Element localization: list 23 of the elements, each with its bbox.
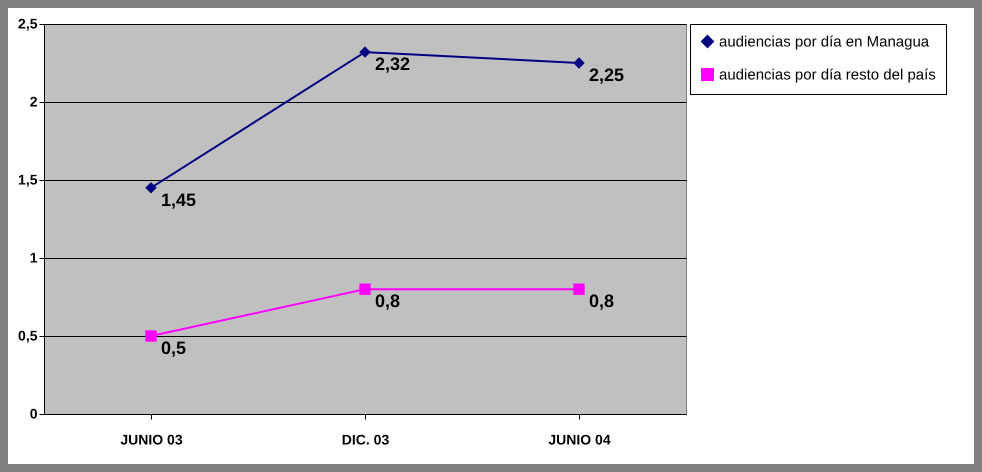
y-tick-label: 0 [30, 406, 38, 422]
data-label: 0,5 [161, 338, 186, 358]
data-label: 2,25 [589, 65, 624, 85]
data-label: 2,32 [375, 54, 410, 74]
y-tick-label: 1 [30, 250, 38, 266]
legend-label: audiencias por día en Managua [719, 34, 930, 50]
y-tick-label: 0,5 [18, 328, 38, 344]
data-label: 0,8 [589, 291, 614, 312]
point [145, 330, 157, 342]
y-tick-label: 2,5 [18, 16, 38, 32]
legend-label: audiencias por día resto del país [719, 66, 936, 84]
point [573, 57, 585, 69]
y-tick-label: 1,5 [18, 172, 38, 188]
point [359, 46, 371, 58]
point [359, 284, 371, 295]
point [145, 182, 157, 194]
data-label: 1,45 [161, 190, 196, 210]
x-tick-label: JUNIO 03 [120, 432, 183, 448]
x-tick-label: JUNIO 04 [548, 432, 611, 448]
y-tick-label: 2 [30, 94, 38, 110]
x-tick-label: DIC. 03 [342, 432, 390, 448]
data-label: 0,8 [375, 291, 400, 312]
point [573, 284, 585, 295]
